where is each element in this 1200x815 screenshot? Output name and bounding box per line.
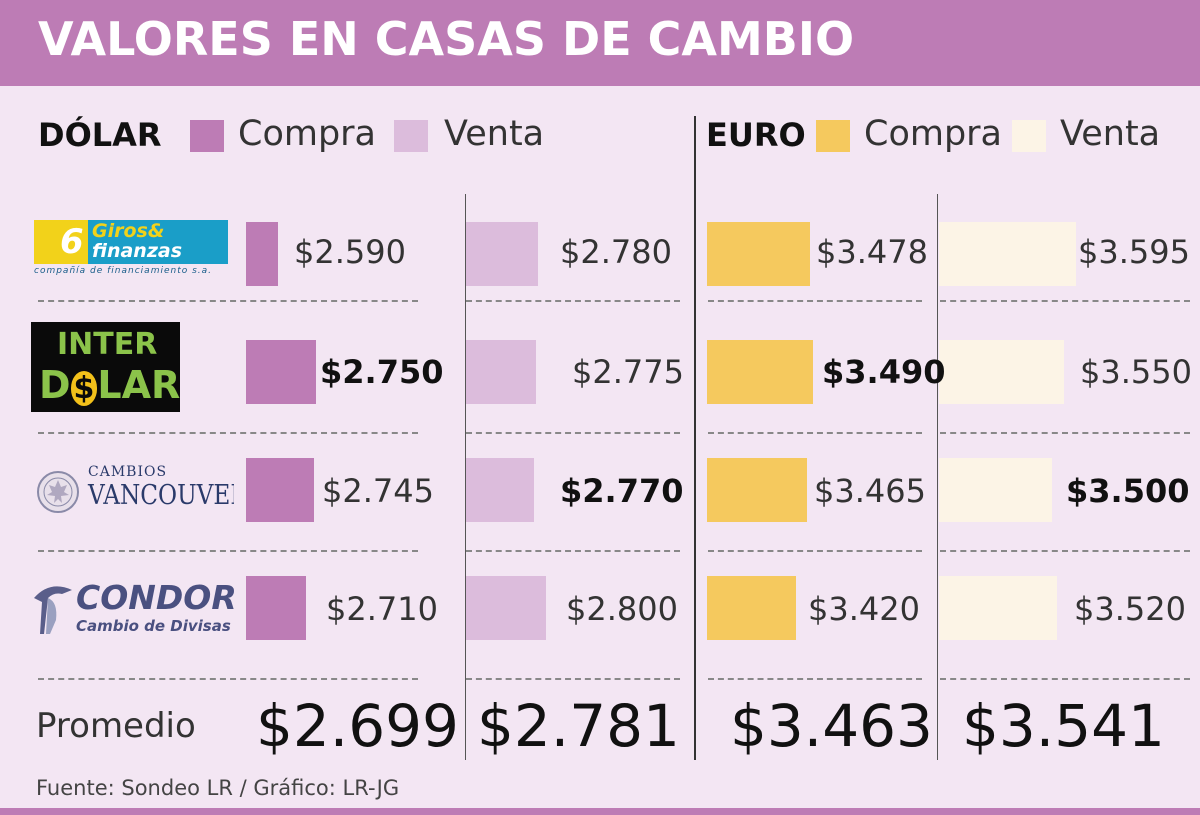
- interdolar-letter-d: D: [39, 363, 71, 407]
- legend-dolar-venta-label: Venta: [444, 114, 545, 154]
- bar-dolar-venta-vancouver: [466, 458, 534, 522]
- legend-dolar-compra-label: Compra: [238, 114, 377, 154]
- value-euro-compra-vancouver: $3.465: [814, 472, 926, 510]
- legend-dolar-venta-swatch: [394, 120, 428, 152]
- bar-euro-venta-giros: [939, 222, 1076, 286]
- bar-dolar-compra-vancouver: [246, 458, 314, 522]
- value-euro-venta-vancouver: $3.500: [1066, 472, 1190, 510]
- row-separator: [466, 432, 680, 434]
- value-dolar-compra-interdolar: $2.750: [320, 353, 444, 391]
- currency-divider: [694, 116, 696, 760]
- row-separator: [940, 432, 1190, 434]
- bar-euro-compra-interdolar: [707, 340, 813, 404]
- row-separator: [708, 300, 922, 302]
- bar-dolar-venta-condor: [466, 576, 546, 640]
- condor-logo: CONDOR Cambio de Divisas: [32, 580, 236, 640]
- row-separator: [940, 550, 1190, 552]
- bar-euro-venta-condor: [939, 576, 1057, 640]
- avg-euro-compra: $3.463: [730, 692, 933, 760]
- bar-dolar-compra-interdolar: [246, 340, 316, 404]
- row-separator: [38, 432, 418, 434]
- bar-euro-venta-vancouver: [939, 458, 1052, 522]
- row-separator: [466, 550, 680, 552]
- source-caption: Fuente: Sondeo LR / Gráfico: LR-JG: [36, 776, 400, 800]
- bar-dolar-venta-giros: [466, 222, 538, 286]
- legend-euro-compra-swatch: [816, 120, 850, 152]
- maple-leaf-seal-icon: [37, 471, 79, 513]
- interdolar-logo: INTER D $LAR: [31, 322, 180, 412]
- interdolar-letters-lar: LAR: [97, 363, 180, 407]
- value-euro-venta-condor: $3.520: [1074, 590, 1186, 628]
- avg-euro-venta: $3.541: [962, 692, 1165, 760]
- promedio-label: Promedio: [36, 706, 196, 746]
- legend-euro-compra-label: Compra: [864, 114, 1003, 154]
- row-separator: [708, 432, 922, 434]
- row-separator: [466, 678, 680, 680]
- value-dolar-compra-giros: $2.590: [294, 233, 406, 271]
- legend-dolar-compra-swatch: [190, 120, 224, 152]
- bar-dolar-compra-condor: [246, 576, 306, 640]
- bar-dolar-venta-interdolar: [466, 340, 536, 404]
- value-dolar-venta-interdolar: $2.775: [572, 353, 684, 391]
- euro-column-divider: [937, 194, 938, 760]
- bar-euro-compra-giros: [707, 222, 810, 286]
- cambios-vancouver-logo: CAMBIOS VANCOUVER: [34, 462, 234, 522]
- footer-bar: [0, 808, 1200, 815]
- giros-finanzas-line1: Giros&: [92, 220, 165, 242]
- giros-finanzas-line2: finanzas: [92, 240, 183, 262]
- value-euro-compra-condor: $3.420: [808, 590, 920, 628]
- legend-euro-venta-swatch: [1012, 120, 1046, 152]
- row-separator: [940, 678, 1190, 680]
- interdolar-dollar-sign: $: [70, 371, 98, 406]
- giros-finanzas-logo: 6 Giros& finanzas compañía de financiami…: [34, 220, 228, 278]
- value-dolar-compra-vancouver: $2.745: [322, 472, 434, 510]
- value-dolar-compra-condor: $2.710: [326, 590, 438, 628]
- header-bar: [0, 0, 1200, 86]
- row-separator: [466, 300, 680, 302]
- value-euro-venta-interdolar: $3.550: [1080, 353, 1192, 391]
- giros-finanzas-tagline: compañía de financiamiento s.a.: [34, 266, 213, 276]
- euro-section-label: EURO: [706, 116, 806, 154]
- condor-bird-icon: [34, 586, 72, 634]
- condor-line1: CONDOR: [76, 580, 236, 617]
- value-euro-venta-giros: $3.595: [1078, 233, 1190, 271]
- vancouver-line1: CAMBIOS: [88, 464, 168, 480]
- bar-euro-compra-condor: [707, 576, 796, 640]
- condor-line2: Cambio de Divisas: [76, 617, 231, 635]
- value-euro-compra-interdolar: $3.490: [822, 353, 946, 391]
- value-dolar-venta-giros: $2.780: [560, 233, 672, 271]
- value-dolar-venta-condor: $2.800: [566, 590, 678, 628]
- row-separator: [38, 550, 418, 552]
- interdolar-line1: INTER: [57, 327, 158, 362]
- row-separator: [940, 300, 1190, 302]
- row-separator: [38, 300, 418, 302]
- bar-euro-venta-interdolar: [939, 340, 1064, 404]
- dolar-column-divider: [465, 194, 466, 760]
- value-dolar-venta-vancouver: $2.770: [560, 472, 684, 510]
- row-separator: [38, 678, 418, 680]
- page-title: VALORES EN CASAS DE CAMBIO: [38, 12, 855, 66]
- row-separator: [708, 550, 922, 552]
- legend-euro-venta-label: Venta: [1060, 114, 1161, 154]
- avg-dolar-venta: $2.781: [477, 692, 680, 760]
- dolar-section-label: DÓLAR: [38, 116, 162, 154]
- avg-dolar-compra: $2.699: [256, 692, 459, 760]
- row-separator: [708, 678, 922, 680]
- bar-dolar-compra-giros: [246, 222, 278, 286]
- value-euro-compra-giros: $3.478: [816, 233, 928, 271]
- bar-euro-compra-vancouver: [707, 458, 807, 522]
- vancouver-line2: VANCOUVER: [88, 480, 234, 511]
